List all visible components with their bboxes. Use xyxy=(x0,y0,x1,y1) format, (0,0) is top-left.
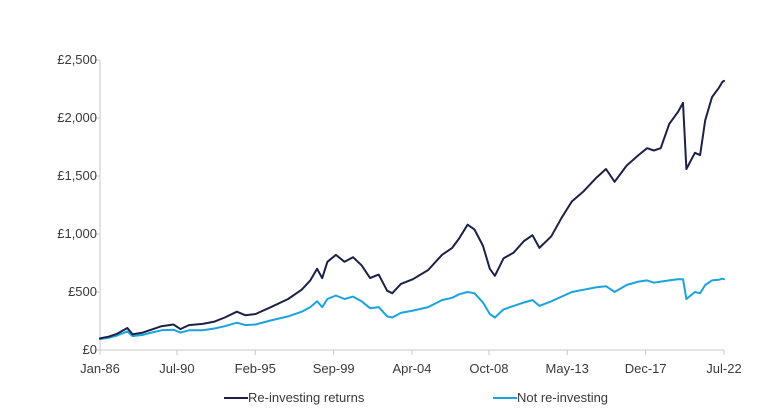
x-tick-label: Oct-08 xyxy=(469,361,508,376)
x-tick-label: Apr-04 xyxy=(392,361,431,376)
x-tick-label: Jan-86 xyxy=(80,361,120,376)
x-tick-label: Jul-90 xyxy=(159,361,194,376)
series-layer xyxy=(99,79,725,340)
x-tick-label: May-13 xyxy=(546,361,589,376)
legend-label: Re-investing returns xyxy=(248,390,365,405)
legend-label: Not re-investing xyxy=(517,390,608,405)
y-tick-label: £500 xyxy=(68,284,97,299)
y-tick-label: £2,000 xyxy=(57,110,97,125)
series-line-not-reinvesting xyxy=(99,277,725,340)
x-tick-label: Feb-95 xyxy=(235,361,276,376)
y-tick-label: £1,000 xyxy=(57,226,97,241)
y-axis: £0 £500 £1,000 £1,500 £2,000 £2,500 xyxy=(57,52,101,357)
x-tick-label: Dec-17 xyxy=(625,361,667,376)
x-tick-label: Sep-99 xyxy=(313,361,355,376)
x-axis: Jan-86 Jul-90 Feb-95 Sep-99 Apr-04 Oct-08 May-… xyxy=(80,349,742,376)
series-line-reinvesting xyxy=(99,79,725,340)
x-tick-label: Jul-22 xyxy=(706,361,741,376)
y-tick-label: £1,500 xyxy=(57,168,97,183)
y-tick-label: £2,500 xyxy=(57,52,97,67)
legend: Re-investing returns Not re-investing xyxy=(224,390,608,405)
y-tick-label: £0 xyxy=(83,342,97,357)
